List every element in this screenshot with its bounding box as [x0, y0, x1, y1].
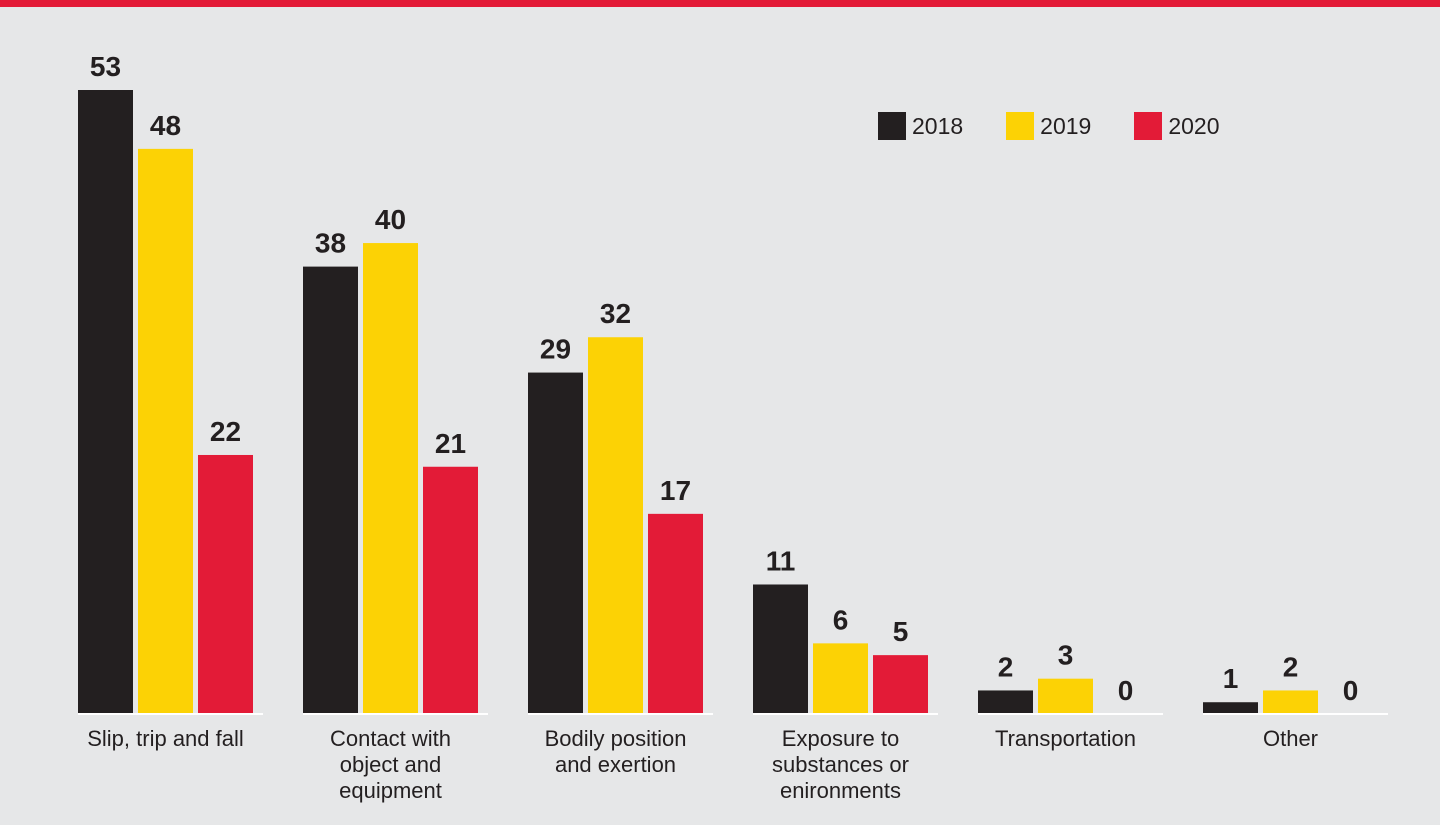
bar-2018-5: [1203, 702, 1258, 714]
bar-2020-1: [423, 466, 478, 714]
legend-item-2019: 2019: [1006, 112, 1091, 140]
bar-2019-3: [813, 643, 868, 714]
category-label-1: Contact with object and equipment: [330, 726, 451, 803]
value-label-2020-1: 21: [435, 428, 466, 459]
legend-item-2020: 2020: [1134, 112, 1220, 140]
value-label-2020-2: 17: [660, 475, 691, 506]
legend-swatch-2019: [1006, 112, 1035, 140]
value-label-2018-4: 2: [998, 651, 1014, 682]
value-label-2020-0: 22: [210, 416, 241, 447]
bar-2018-3: [753, 584, 808, 714]
bar-2019-2: [588, 337, 643, 714]
value-label-2019-2: 32: [600, 298, 631, 329]
legend: 2018 2019 2020: [878, 112, 1220, 140]
value-label-2019-1: 40: [375, 204, 406, 235]
value-label-2018-5: 1: [1223, 663, 1239, 694]
value-label-2019-4: 3: [1058, 640, 1074, 671]
value-label-2019-0: 48: [150, 110, 181, 141]
category-label-2: Bodily position and exertion: [545, 726, 687, 777]
bar-2020-3: [873, 655, 928, 714]
legend-swatch-2020: [1134, 112, 1163, 140]
category-label-3: Exposure to substances or enironments: [772, 726, 909, 803]
legend-swatch-2018: [878, 112, 906, 140]
value-label-2018-0: 53: [90, 51, 121, 82]
axis-segment-2: [528, 713, 713, 715]
legend-label-2018: 2018: [912, 112, 964, 139]
category-label-4: Transportation: [995, 726, 1136, 751]
value-label-2018-2: 29: [540, 334, 571, 365]
bar-2020-2: [648, 513, 703, 714]
top-accent-rule: [0, 0, 1440, 7]
value-label-2020-3: 5: [893, 616, 909, 647]
axis-segment-0: [78, 713, 263, 715]
legend-item-2018: 2018: [878, 112, 963, 140]
bar-2019-0: [138, 148, 193, 714]
category-label-0: Slip, trip and fall: [87, 726, 244, 751]
bar-2019-1: [363, 243, 418, 714]
axis-segment-5: [1203, 713, 1388, 715]
bar-2018-2: [528, 372, 583, 714]
axis-segment-1: [303, 713, 488, 715]
bar-2018-1: [303, 266, 358, 714]
value-label-2019-3: 6: [833, 604, 849, 635]
bar-2020-0: [198, 454, 253, 714]
legend-label-2020: 2020: [1168, 112, 1220, 139]
bar-2018-4: [978, 690, 1033, 714]
legend-label-2019: 2019: [1040, 112, 1092, 139]
bar-2019-4: [1038, 678, 1093, 714]
axis-segment-3: [753, 713, 938, 715]
bar-2018-0: [78, 90, 133, 714]
value-label-2018-1: 38: [315, 228, 346, 259]
axis-segment-4: [978, 713, 1163, 715]
value-label-2018-3: 11: [766, 545, 796, 576]
value-label-2019-5: 2: [1283, 651, 1299, 682]
value-label-2020-4: 0: [1118, 675, 1134, 706]
value-label-2020-5: 0: [1343, 675, 1359, 706]
category-label-5: Other: [1263, 726, 1318, 751]
bar-2019-5: [1263, 690, 1318, 714]
